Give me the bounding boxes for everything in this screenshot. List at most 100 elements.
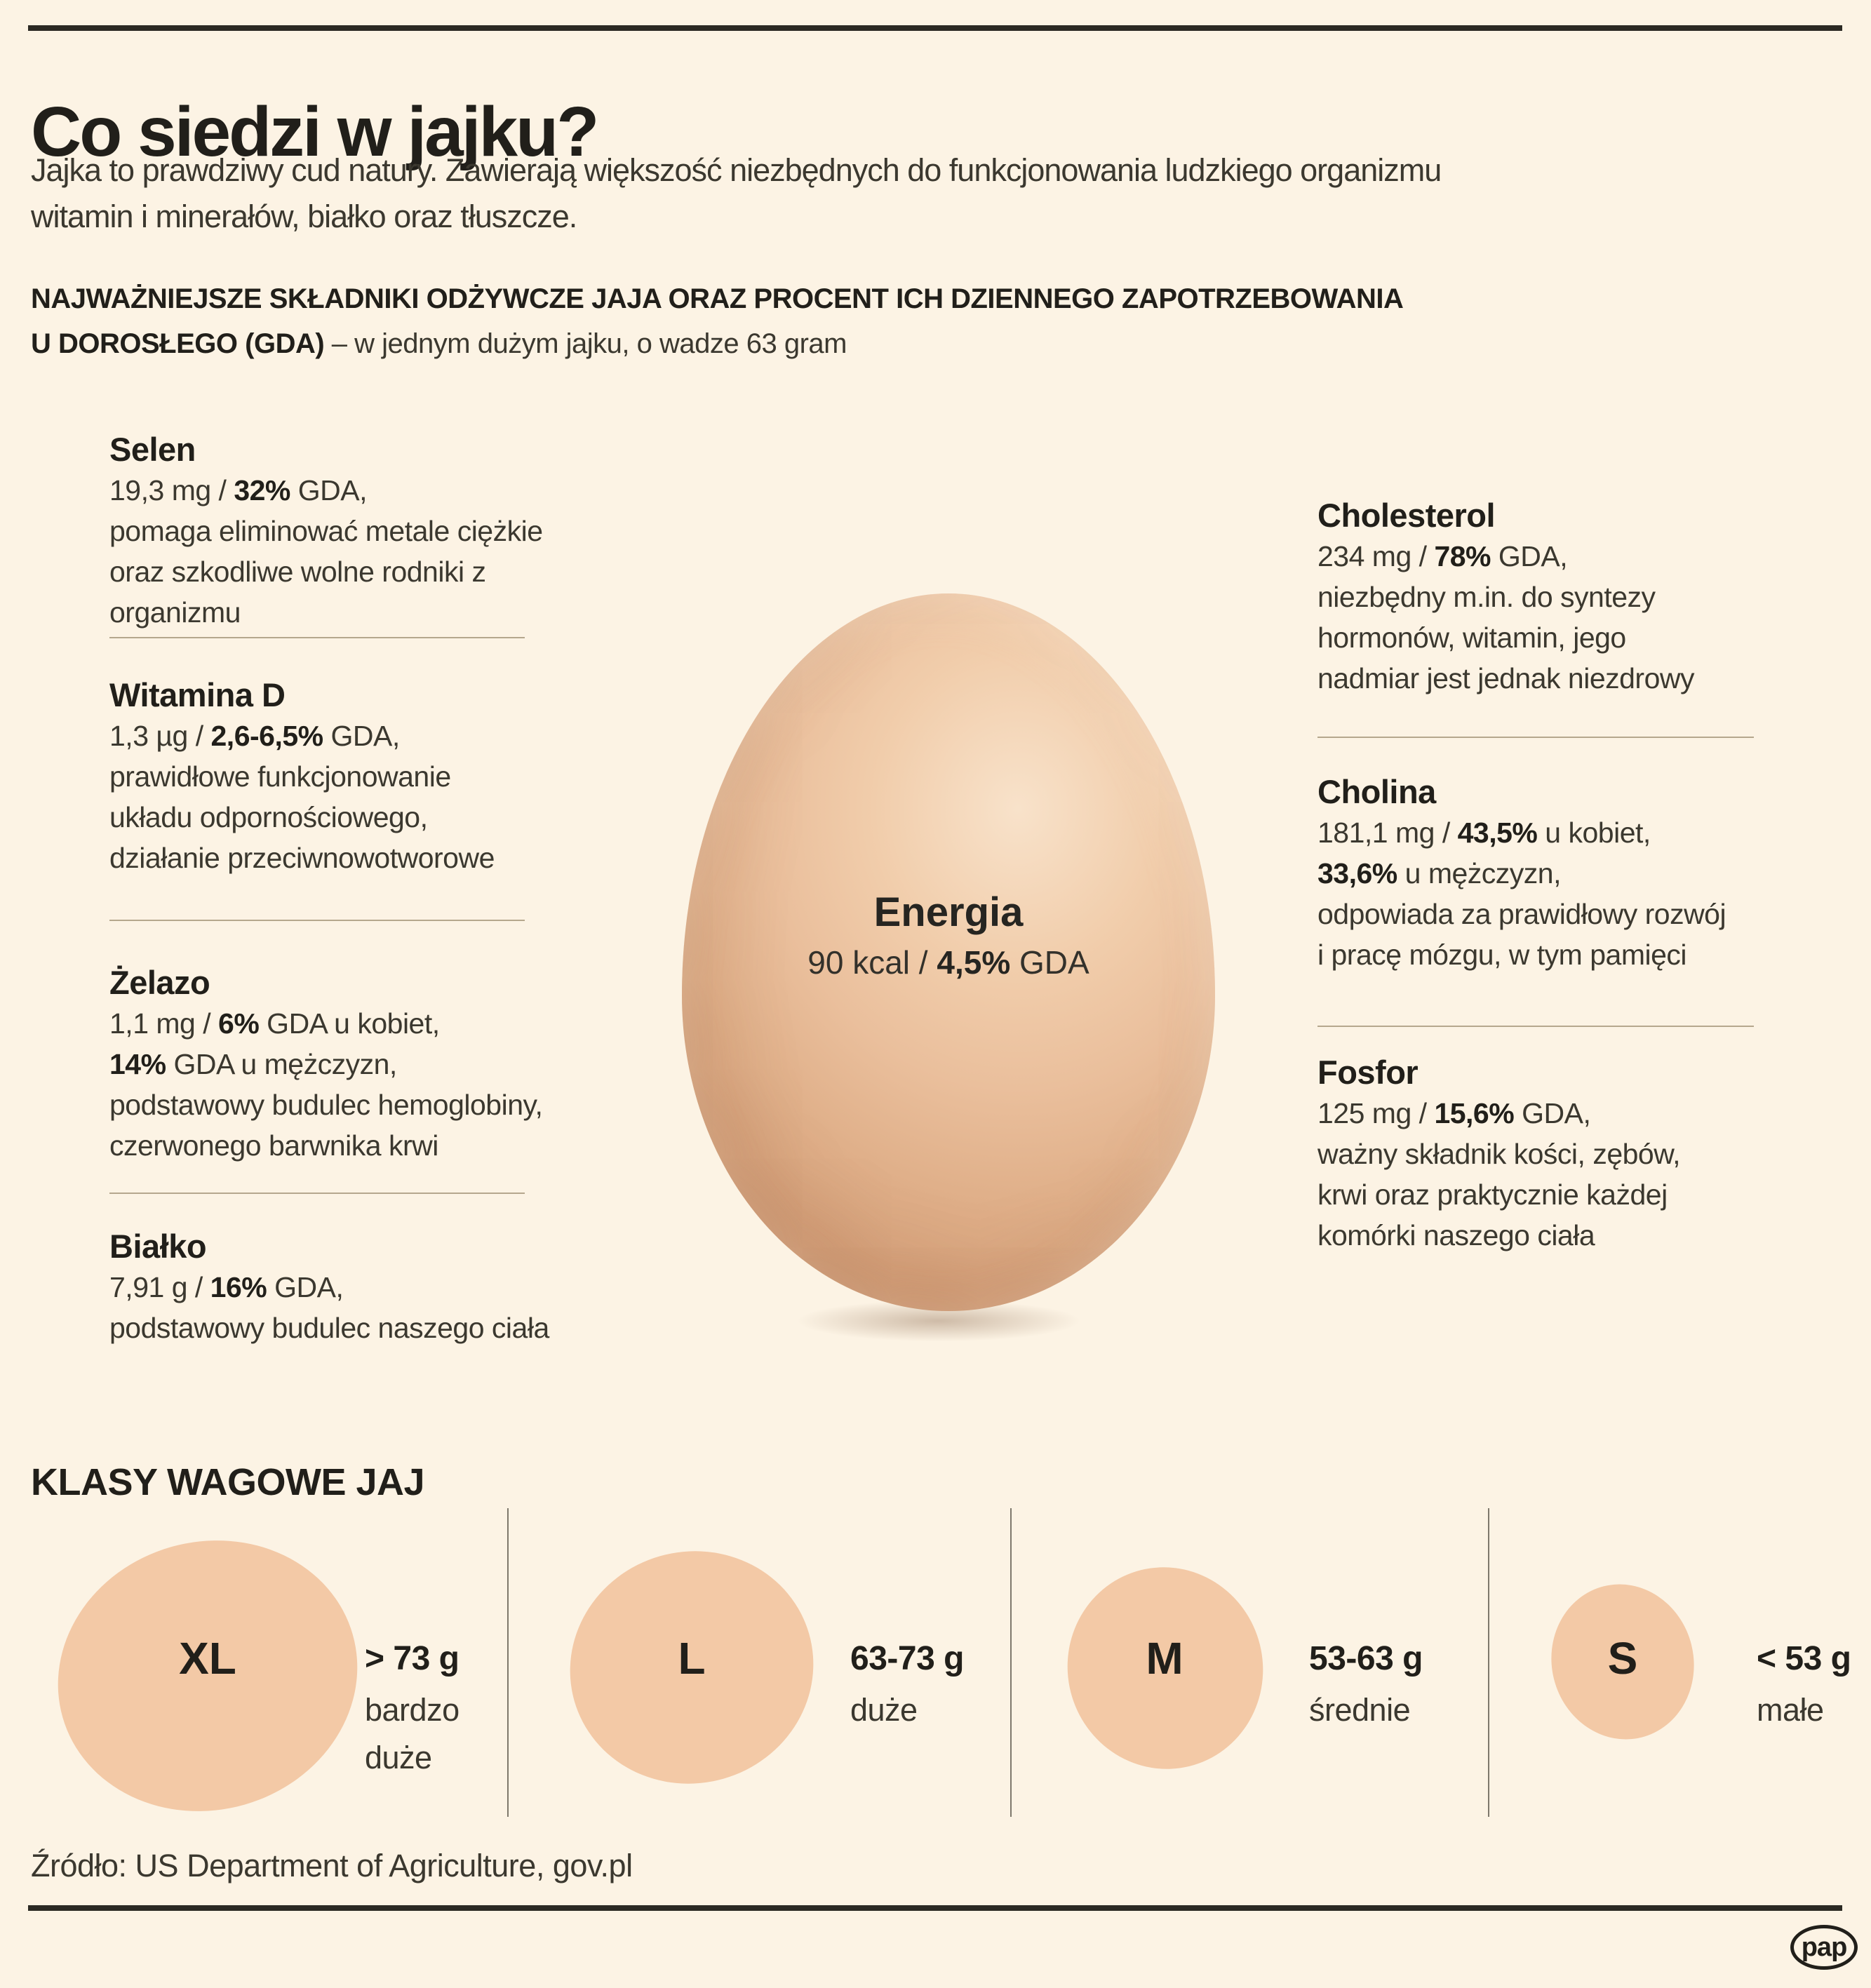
nutrient-selen: Selen 19,3 mg / 32% GDA, pomaga eliminow… — [109, 429, 601, 633]
column-divider — [1010, 1508, 1012, 1817]
egg-xl-code: XL — [179, 1633, 236, 1684]
divider — [109, 920, 525, 921]
nutrient-value: 7,91 g / 16% GDA, — [109, 1267, 601, 1308]
page-title: Co siedzi w jajku? — [31, 93, 599, 171]
value-pre: 7,91 g / — [109, 1271, 210, 1303]
nutrient-name: Selen — [109, 431, 196, 468]
nutrient-desc-line: prawidłowe funkcjonowanie — [109, 760, 451, 793]
value-bold: 43,5% — [1457, 817, 1538, 849]
energy-value-bold: 4,5% — [937, 944, 1011, 981]
pap-logo-text: pap — [1801, 1932, 1848, 1962]
nutrient-value: 1,3 µg / 2,6-6,5% GDA, — [109, 716, 601, 756]
nutrient-value-2: 14% GDA u mężczyzn, — [109, 1044, 601, 1084]
nutrient-value: 181,1 mg / 43,5% u kobiet, — [1317, 812, 1809, 853]
value-pre: 234 mg / — [1317, 540, 1435, 572]
value-post: GDA, — [1514, 1097, 1591, 1129]
kicker-line-2-bold: U DOROSŁEGO (GDA) — [31, 328, 325, 359]
value-post: GDA, — [1491, 540, 1568, 572]
nutrient-desc-line: hormonów, witamin, jego — [1317, 622, 1626, 654]
energy-value-post: GDA — [1010, 944, 1089, 981]
nutrient-desc-line: oraz szkodliwe wolne rodniki z organizmu — [109, 556, 486, 629]
nutrient-desc-line: podstawowy budulec hemoglobiny, — [109, 1089, 543, 1121]
nutrient-value: 1,1 mg / 6% GDA u kobiet, — [109, 1003, 601, 1044]
energy-value: 90 kcal / 4,5% GDA — [682, 940, 1215, 985]
nutrient-name: Cholesterol — [1317, 497, 1496, 534]
nutrient-zelazo: Żelazo 1,1 mg / 6% GDA u kobiet, 14% GDA… — [109, 962, 601, 1166]
intro-line-2: witamin i minerałów, białko oraz tłuszcz… — [31, 199, 577, 234]
nutrient-value-2: 33,6% u mężczyzn, — [1317, 853, 1809, 894]
value-pre: 19,3 mg / — [109, 474, 234, 506]
divider — [109, 637, 525, 638]
egg-s-label: małe — [1757, 1692, 1824, 1728]
egg-s-code: S — [1607, 1633, 1638, 1684]
nutrient-desc-line: komórki naszego ciała — [1317, 1219, 1595, 1251]
value-post: GDA, — [267, 1271, 344, 1303]
column-divider — [1488, 1508, 1489, 1817]
egg-illustration — [682, 593, 1215, 1311]
value-post: GDA u kobiet, — [259, 1007, 440, 1040]
value-pre: 125 mg / — [1317, 1097, 1435, 1129]
egg-l-range: 63-73 g — [850, 1640, 964, 1677]
value-post: u kobiet, — [1537, 817, 1651, 849]
pap-logo: pap — [1790, 1925, 1858, 1970]
top-rule — [28, 25, 1842, 31]
nutrient-name: Białko — [109, 1228, 207, 1265]
nutrient-desc-line: pomaga eliminować metale ciężkie — [109, 515, 543, 547]
value-bold: 33,6% — [1317, 857, 1397, 889]
nutrient-cholina: Cholina 181,1 mg / 43,5% u kobiet, 33,6%… — [1317, 772, 1809, 975]
egg-m-range: 53-63 g — [1309, 1640, 1423, 1677]
nutrient-desc-line: ważny składnik kości, zębów, — [1317, 1138, 1680, 1170]
intro-paragraph: Jajka to prawdziwy cud natury. Zawierają… — [31, 147, 1442, 240]
value-pre: 181,1 mg / — [1317, 817, 1458, 849]
nutrient-desc-line: nadmiar jest jednak niezdrowy — [1317, 662, 1695, 694]
value-post: GDA, — [290, 474, 368, 506]
nutrient-value: 234 mg / 78% GDA, — [1317, 536, 1809, 577]
divider — [1317, 1026, 1754, 1027]
value-bold: 78% — [1434, 540, 1491, 572]
nutrient-witamina-d: Witamina D 1,3 µg / 2,6-6,5% GDA, prawid… — [109, 675, 601, 878]
value-bold: 15,6% — [1434, 1097, 1515, 1129]
divider — [1317, 737, 1754, 738]
nutrient-bialko: Białko 7,91 g / 16% GDA, podstawowy budu… — [109, 1226, 601, 1348]
nutrient-desc-line: działanie przeciwnowotworowe — [109, 842, 495, 874]
divider — [109, 1193, 525, 1194]
kicker-line-2: U DOROSŁEGO (GDA) – w jednym dużym jajku… — [31, 321, 1403, 366]
egg-l-code: L — [678, 1633, 706, 1684]
egg-xl-range: > 73 g — [365, 1640, 460, 1677]
nutrient-name: Witamina D — [109, 676, 286, 713]
nutrient-desc-line: układu odpornościowego, — [109, 801, 428, 833]
nutrient-value: 125 mg / 15,6% GDA, — [1317, 1093, 1809, 1134]
value-pre: 1,1 mg / — [109, 1007, 219, 1040]
egg-m-code: M — [1146, 1633, 1183, 1684]
kicker-line-1: NAJWAŻNIEJSZE SKŁADNIKI ODŻYWCZE JAJA OR… — [31, 283, 1404, 314]
nutrient-desc-line: niezbędny m.in. do syntezy — [1317, 581, 1656, 613]
egg-m-label: średnie — [1309, 1692, 1411, 1728]
source-credit: Źródło: US Department of Agriculture, go… — [31, 1848, 633, 1883]
value-bold: 6% — [218, 1007, 260, 1040]
nutrient-name: Żelazo — [109, 964, 210, 1001]
nutrient-desc-line: odpowiada za prawidłowy rozwój — [1317, 898, 1726, 930]
egg-l-label: duże — [850, 1692, 918, 1728]
egg-caption: Energia 90 kcal / 4,5% GDA — [682, 885, 1215, 985]
nutrient-fosfor: Fosfor 125 mg / 15,6% GDA, ważny składni… — [1317, 1052, 1809, 1256]
weight-classes-heading: KLASY WAGOWE JAJ — [31, 1461, 425, 1503]
value-post: GDA, — [323, 720, 401, 752]
egg-xl-label: bardzo duże — [365, 1692, 460, 1775]
nutrient-desc-line: podstawowy budulec naszego ciała — [109, 1312, 549, 1344]
energy-value-pre: 90 kcal / — [807, 944, 937, 981]
section-kicker: NAJWAŻNIEJSZE SKŁADNIKI ODŻYWCZE JAJA OR… — [31, 276, 1404, 366]
egg-s-range: < 53 g — [1757, 1640, 1851, 1677]
nutrient-desc-line: krwi oraz praktycznie każdej — [1317, 1178, 1668, 1211]
value-bold: 2,6-6,5% — [210, 720, 324, 752]
value-post: GDA u mężczyzn, — [166, 1048, 397, 1080]
kicker-line-2-rest: – w jednym dużym jajku, o wadze 63 gram — [324, 328, 847, 359]
nutrient-name: Fosfor — [1317, 1054, 1419, 1091]
value-bold: 16% — [210, 1271, 267, 1303]
nutrient-desc-line: i pracę mózgu, w tym pamięci — [1317, 939, 1687, 971]
energy-title: Energia — [873, 889, 1024, 935]
value-pre: 1,3 µg / — [109, 720, 211, 752]
intro-line-1: Jajka to prawdziwy cud natury. Zawierają… — [31, 152, 1442, 188]
nutrient-cholesterol: Cholesterol 234 mg / 78% GDA, niezbędny … — [1317, 495, 1809, 699]
value-post: u mężczyzn, — [1397, 857, 1562, 889]
